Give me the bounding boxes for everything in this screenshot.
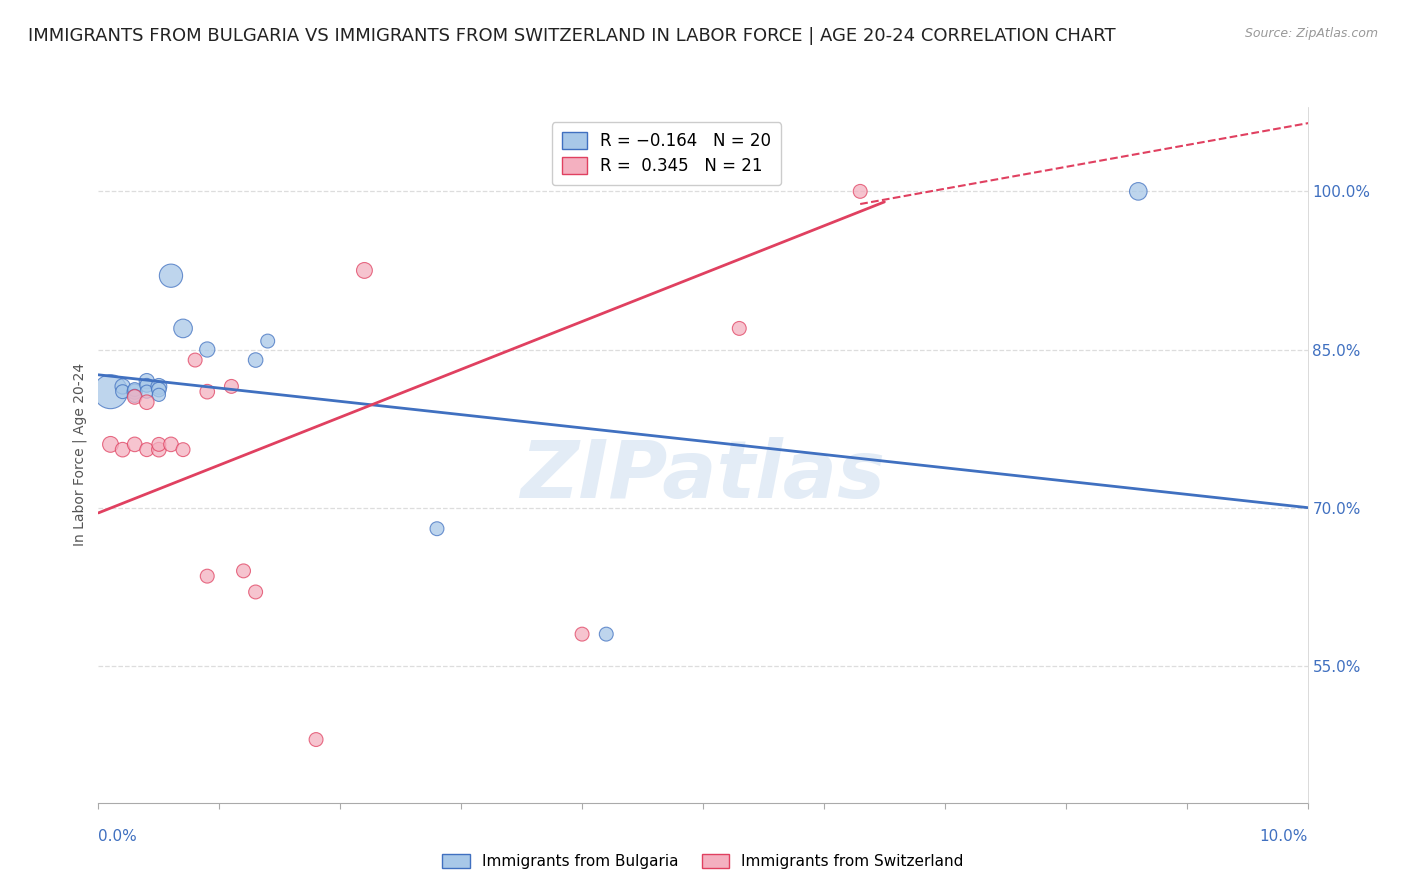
Point <box>305 732 328 747</box>
Point <box>195 343 218 357</box>
Text: 10.0%: 10.0% <box>1260 830 1308 844</box>
Point <box>135 442 157 457</box>
Point <box>111 442 134 457</box>
Point <box>245 353 267 368</box>
Point <box>172 321 194 335</box>
Point <box>148 388 170 402</box>
Point <box>849 185 872 199</box>
Point <box>111 379 134 393</box>
Point <box>160 268 183 283</box>
Legend: R = −0.164   N = 20, R =  0.345   N = 21: R = −0.164 N = 20, R = 0.345 N = 21 <box>553 122 782 186</box>
Point <box>595 627 617 641</box>
Point <box>100 384 122 399</box>
Point <box>1128 185 1150 199</box>
Point <box>184 353 207 368</box>
Point <box>232 564 254 578</box>
Point <box>148 379 170 393</box>
Point <box>195 384 218 399</box>
Point <box>124 389 146 403</box>
Point <box>111 384 134 399</box>
Point <box>124 384 146 399</box>
Text: IMMIGRANTS FROM BULGARIA VS IMMIGRANTS FROM SWITZERLAND IN LABOR FORCE | AGE 20-: IMMIGRANTS FROM BULGARIA VS IMMIGRANTS F… <box>28 27 1116 45</box>
Point <box>160 437 183 451</box>
Point <box>426 522 449 536</box>
Point <box>100 437 122 451</box>
Legend: Immigrants from Bulgaria, Immigrants from Switzerland: Immigrants from Bulgaria, Immigrants fro… <box>436 848 970 875</box>
Point <box>135 374 157 388</box>
Point <box>245 585 267 599</box>
Text: Source: ZipAtlas.com: Source: ZipAtlas.com <box>1244 27 1378 40</box>
Point <box>124 437 146 451</box>
Point <box>124 383 146 397</box>
Point <box>195 569 218 583</box>
Point <box>148 437 170 451</box>
Point <box>221 379 243 393</box>
Point <box>135 395 157 409</box>
Point <box>728 321 751 335</box>
Point <box>124 390 146 404</box>
Text: ZIPatlas: ZIPatlas <box>520 437 886 515</box>
Point <box>148 442 170 457</box>
Point <box>135 378 157 392</box>
Y-axis label: In Labor Force | Age 20-24: In Labor Force | Age 20-24 <box>73 363 87 547</box>
Point <box>256 334 278 348</box>
Point <box>172 442 194 457</box>
Text: 0.0%: 0.0% <box>98 830 138 844</box>
Point <box>353 263 375 277</box>
Point <box>571 627 593 641</box>
Point <box>135 384 157 399</box>
Point <box>148 383 170 397</box>
